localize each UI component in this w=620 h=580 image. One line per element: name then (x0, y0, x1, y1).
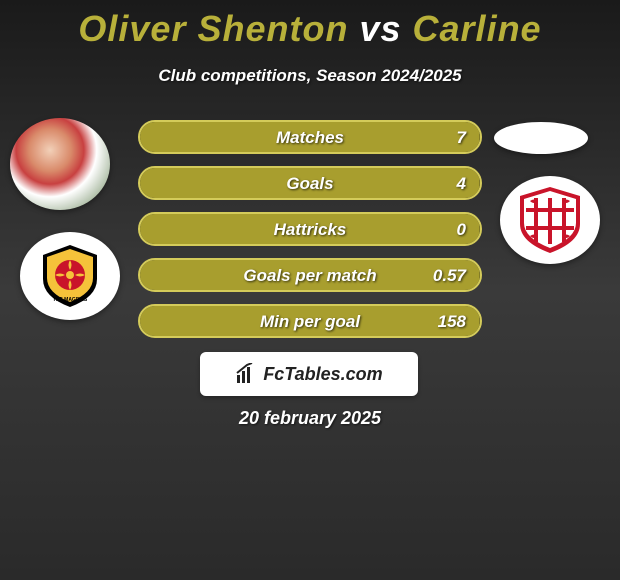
stat-label: Matches (140, 128, 480, 148)
stat-bar-track: Min per goal158 (138, 304, 482, 338)
stat-row: Goals4 (0, 166, 620, 212)
stat-bars: Matches7Goals4Hattricks0Goals per match0… (0, 120, 620, 350)
stat-value-right: 0.57 (433, 266, 466, 286)
comparison-title: Oliver Shenton vs Carline (0, 0, 620, 50)
stat-value-right: 4 (457, 174, 466, 194)
vs-text: vs (359, 8, 401, 49)
stat-bar-track: Goals per match0.57 (138, 258, 482, 292)
stat-label: Hattricks (140, 220, 480, 240)
stat-row: Matches7 (0, 120, 620, 166)
stat-row: Hattricks0 (0, 212, 620, 258)
stat-bar-track: Goals4 (138, 166, 482, 200)
stat-value-right: 158 (438, 312, 466, 332)
stat-value-right: 7 (457, 128, 466, 148)
player2-name: Carline (413, 8, 542, 49)
date-text: 20 february 2025 (0, 408, 620, 429)
stat-bar-track: Matches7 (138, 120, 482, 154)
branding-text: FcTables.com (263, 364, 382, 385)
stat-bar-track: Hattricks0 (138, 212, 482, 246)
subtitle: Club competitions, Season 2024/2025 (0, 66, 620, 86)
stat-row: Min per goal158 (0, 304, 620, 350)
player1-name: Oliver Shenton (78, 8, 348, 49)
stat-row: Goals per match0.57 (0, 258, 620, 304)
chart-icon (235, 363, 257, 385)
stat-label: Goals (140, 174, 480, 194)
stat-label: Min per goal (140, 312, 480, 332)
branding-box: FcTables.com (200, 352, 418, 396)
stat-value-right: 0 (457, 220, 466, 240)
stat-label: Goals per match (140, 266, 480, 286)
